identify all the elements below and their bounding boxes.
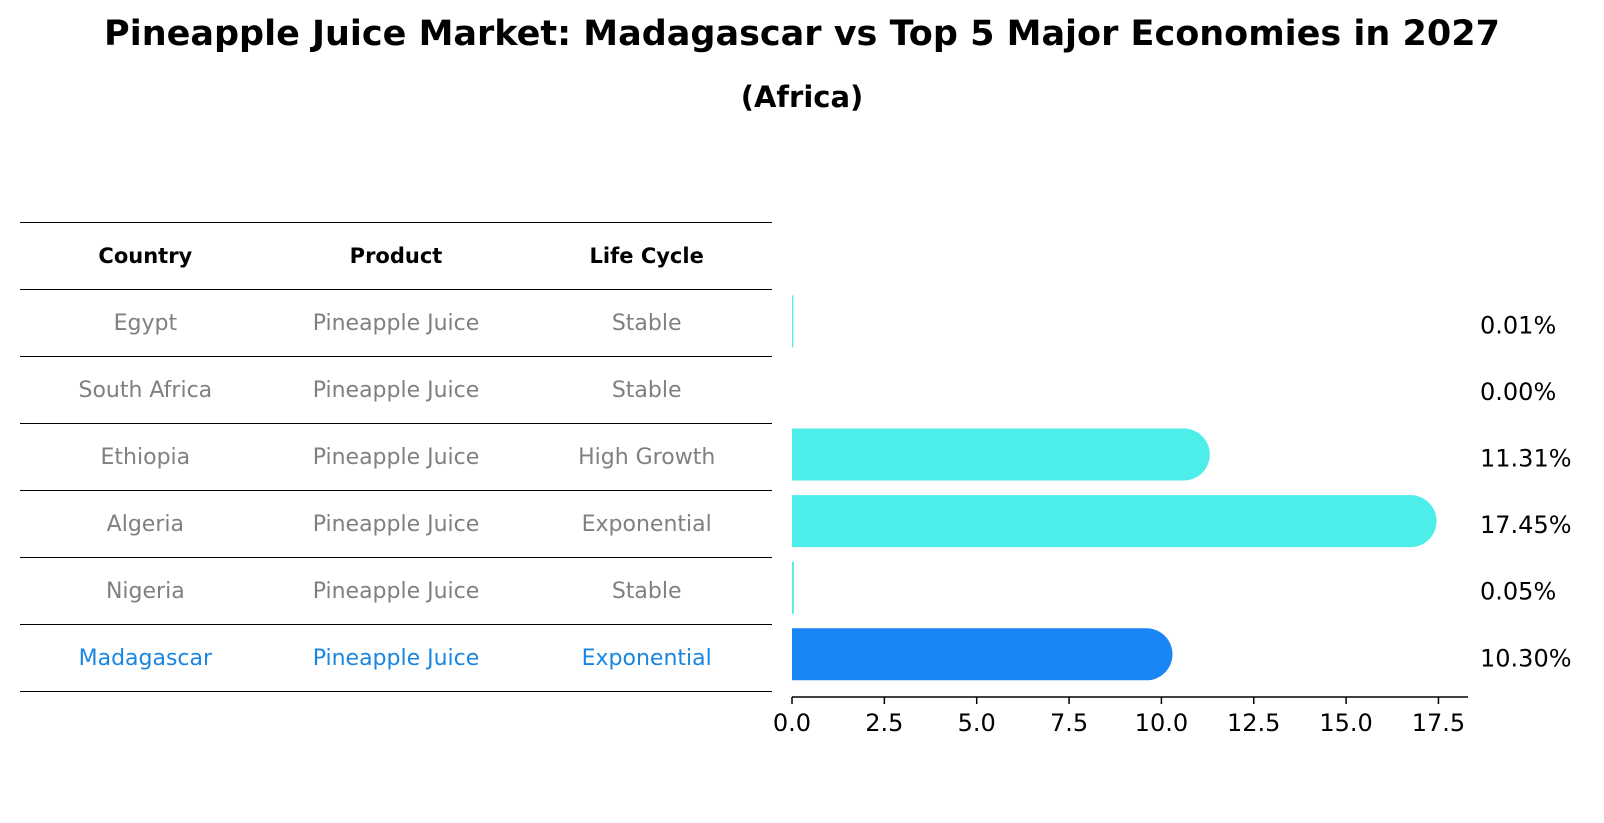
value-label: 17.45% (1480, 511, 1572, 539)
bar-egypt (792, 295, 794, 348)
cell-product: Pineapple Juice (312, 645, 480, 671)
table-row: Ethiopia Pineapple Juice High Growth (20, 423, 772, 490)
chart-subtitle: (Africa) (740, 80, 864, 114)
bar-madagascar (792, 628, 1173, 681)
header-country: Country (98, 244, 193, 268)
x-tick-label: 7.5 (1050, 709, 1088, 737)
table-row: Egypt Pineapple Juice Stable (20, 289, 772, 356)
life-cycle-table: Country Product Life Cycle Egypt Pineapp… (20, 222, 772, 692)
cell-country: Egypt (113, 310, 178, 336)
cell-country: South Africa (78, 377, 213, 403)
chart-title: Pineapple Juice Market: Madagascar vs To… (104, 14, 1500, 54)
bar-ethiopia (792, 428, 1210, 481)
value-label: 0.01% (1480, 311, 1556, 339)
cell-product: Pineapple Juice (312, 377, 480, 403)
table-row: Algeria Pineapple Juice Exponential (20, 490, 772, 557)
table-header-row: Country Product Life Cycle (20, 222, 772, 289)
bar-algeria (792, 495, 1437, 548)
table-row: Nigeria Pineapple Juice Stable (20, 557, 772, 624)
cell-life-cycle: Exponential (581, 645, 712, 671)
value-label: 11.31% (1480, 445, 1572, 473)
x-tick-label: 10.0 (1135, 709, 1188, 737)
value-label: 0.00% (1480, 378, 1556, 406)
cell-life-cycle: Stable (611, 377, 682, 403)
header-life-cycle: Life Cycle (589, 244, 704, 268)
x-tick-label: 2.5 (865, 709, 903, 737)
cell-product: Pineapple Juice (312, 444, 480, 470)
cell-product: Pineapple Juice (312, 310, 480, 336)
table-row: South Africa Pineapple Juice Stable (20, 356, 772, 423)
x-tick-label: 15.0 (1319, 709, 1372, 737)
header-product: Product (349, 244, 443, 268)
cell-country: Ethiopia (100, 444, 191, 470)
x-tick-label: 12.5 (1227, 709, 1280, 737)
x-tick-label: 0.0 (773, 709, 811, 737)
cell-life-cycle: Stable (611, 578, 682, 604)
cell-country: Algeria (106, 511, 184, 537)
cell-country: Nigeria (105, 578, 185, 604)
x-tick-label: 5.0 (958, 709, 996, 737)
cell-life-cycle: Stable (611, 310, 682, 336)
cell-product: Pineapple Juice (312, 578, 480, 604)
value-label: 10.30% (1480, 644, 1572, 672)
cell-life-cycle: High Growth (578, 444, 716, 470)
cell-life-cycle: Exponential (581, 511, 712, 537)
value-label: 0.05% (1480, 578, 1556, 606)
cell-product: Pineapple Juice (312, 511, 480, 537)
cell-country: Madagascar (78, 645, 213, 671)
x-tick-label: 17.5 (1412, 709, 1465, 737)
bar-nigeria (792, 561, 794, 614)
table-row-highlight: Madagascar Pineapple Juice Exponential (20, 624, 772, 692)
